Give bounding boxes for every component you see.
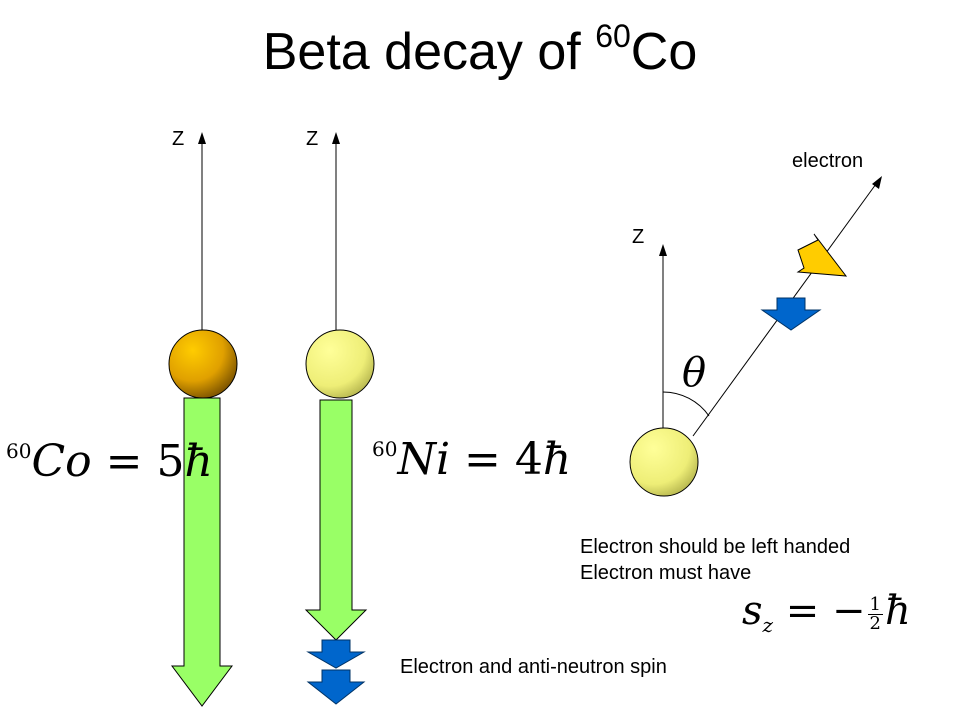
ni-spin-equation: 60Ni = 4ħ xyxy=(372,434,572,485)
sz-subscript: z xyxy=(762,613,774,637)
blue-spin-arrow-right xyxy=(760,297,822,331)
z-label-right: Z xyxy=(632,226,645,248)
co-spin-value: 5 xyxy=(156,436,185,487)
co-mass-number: 60 xyxy=(6,439,32,463)
sz-equation: sz = −1 2 ħ xyxy=(742,588,911,637)
antineutron-spin-arrow xyxy=(306,669,366,705)
decay-nucleus xyxy=(629,427,699,497)
title-text: Beta decay of xyxy=(262,23,596,81)
z-axis-left xyxy=(198,132,206,332)
co-hbar: ħ xyxy=(184,436,213,487)
title-element: Co xyxy=(630,23,698,81)
ni-spin-value: 4 xyxy=(514,434,543,485)
co-symbol: Co xyxy=(31,436,92,487)
sz-numerator: 1 xyxy=(867,593,883,615)
z-label-left: Z xyxy=(172,128,185,150)
slide-title: Beta decay of 60Co xyxy=(0,20,960,82)
yellow-momentum-arrow xyxy=(796,233,848,277)
ni-nucleus xyxy=(305,329,375,399)
electron-label: electron xyxy=(792,150,864,172)
ni-spin-arrow xyxy=(304,399,368,641)
ni-mass-number: 60 xyxy=(372,437,398,461)
z-axis-right xyxy=(659,244,667,428)
electron-spin-arrow xyxy=(306,639,366,669)
sz-denominator: 2 xyxy=(869,612,881,634)
ni-hbar: ħ xyxy=(542,434,572,485)
co-spin-equation: 60Co = 5ħ xyxy=(6,436,213,487)
z-axis-middle xyxy=(332,132,340,332)
theta-arc xyxy=(662,391,710,417)
sz-s: s xyxy=(742,588,763,634)
left-handed-text: Electron should be left handed xyxy=(580,536,851,558)
sz-hbar: ħ xyxy=(885,588,911,634)
z-label-middle: Z xyxy=(306,128,319,150)
co-nucleus xyxy=(168,329,238,399)
must-have-text: Electron must have xyxy=(580,562,752,584)
theta-symbol: θ xyxy=(682,350,707,396)
co-spin-arrow xyxy=(171,397,233,707)
sz-equals: = − xyxy=(785,588,866,634)
ni-symbol: Ni xyxy=(397,434,451,485)
electron-antineutron-label: Electron and anti-neutron spin xyxy=(400,656,667,678)
title-mass-number: 60 xyxy=(595,18,631,54)
